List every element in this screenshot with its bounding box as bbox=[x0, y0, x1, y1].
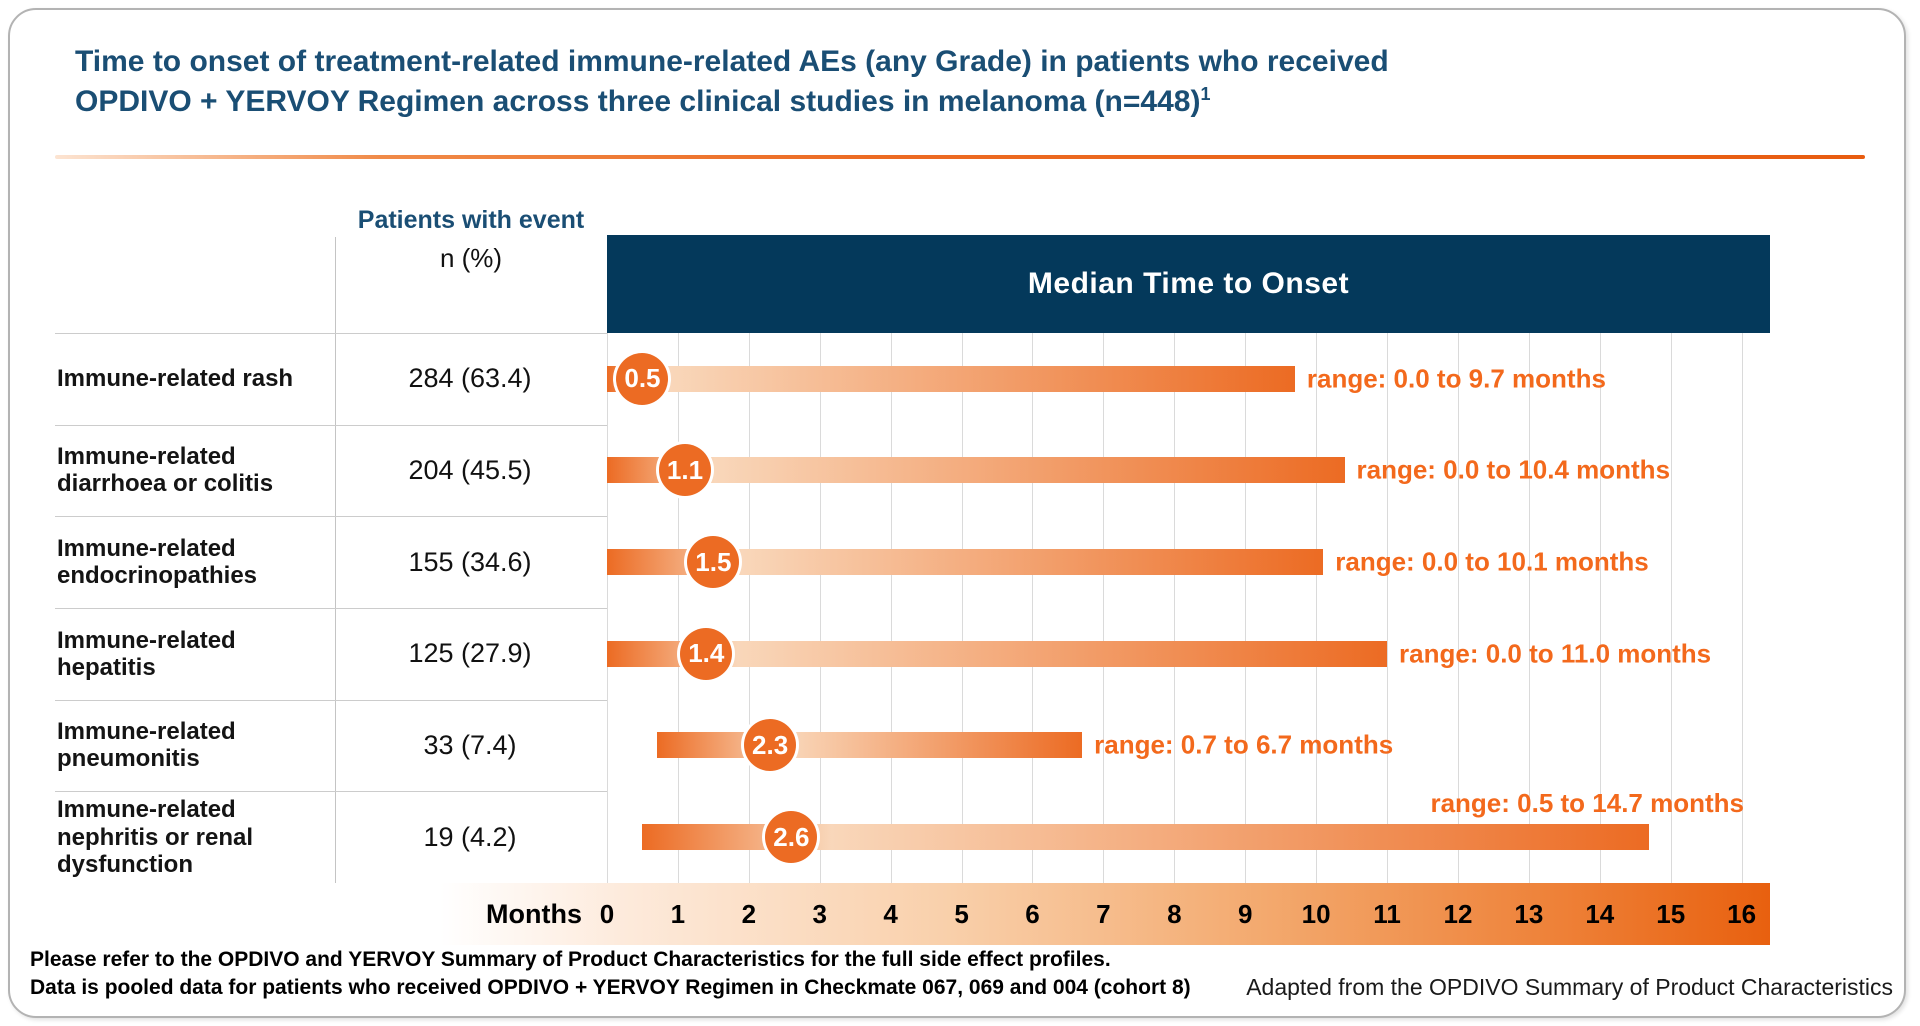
attribution-text: Adapted from the OPDIVO Summary of Produ… bbox=[1246, 974, 1893, 1000]
footnote-line1: Please refer to the OPDIVO and YERVOY Su… bbox=[30, 948, 1111, 971]
range-bar bbox=[656, 732, 1083, 759]
month-gridline bbox=[1316, 333, 1318, 883]
month-gridline bbox=[677, 333, 679, 883]
range-bar bbox=[607, 640, 1388, 667]
x-axis-tick-label: 5 bbox=[954, 899, 969, 929]
month-gridline bbox=[961, 333, 963, 883]
chart-plot-area: 0.5 range: 0.0 to 9.7 months 1.1 range: 0.0… bbox=[607, 333, 1770, 883]
row-divider bbox=[55, 333, 607, 334]
chart-row: 1.5 range: 0.0 to 10.1 months bbox=[607, 516, 1770, 608]
row-n-pct-value: 284 (63.4) bbox=[408, 363, 532, 394]
month-gridline bbox=[1103, 333, 1105, 883]
month-gridline bbox=[1599, 333, 1601, 883]
x-axis-title: Months bbox=[486, 899, 582, 929]
row-label: Immune-related nephritis or renal dysfun… bbox=[57, 796, 254, 878]
footnote-line2: Data is pooled data for patients who rec… bbox=[30, 976, 1191, 999]
median-marker: 0.5 bbox=[616, 352, 669, 405]
row-divider bbox=[55, 791, 607, 793]
row-n-pct-value: 204 (45.5) bbox=[408, 454, 532, 485]
page-title: Time to onset of treatment-related immun… bbox=[75, 42, 1595, 121]
x-axis-tick-label: 11 bbox=[1373, 899, 1401, 929]
month-gridline bbox=[1528, 333, 1530, 883]
month-gridline bbox=[1387, 333, 1389, 883]
x-axis-tick-label: 1 bbox=[670, 899, 686, 929]
patients-column-header: Patients with event n (%) bbox=[346, 206, 596, 274]
chart-row: 2.3 range: 0.7 to 6.7 months bbox=[607, 700, 1770, 792]
month-gridline bbox=[819, 333, 821, 883]
row-n-pct-value: 155 (34.6) bbox=[408, 546, 532, 577]
median-marker: 1.5 bbox=[687, 536, 740, 589]
median-time-header: Median Time to Onset bbox=[607, 235, 1770, 333]
range-label: range: 0.0 to 11.0 months bbox=[1399, 638, 1712, 669]
title-line2: OPDIVO + YERVOY Regimen across three cli… bbox=[75, 84, 1201, 118]
patients-with-event-label: Patients with event bbox=[357, 206, 585, 234]
range-label: range: 0.0 to 10.4 months bbox=[1356, 454, 1671, 485]
month-gridline bbox=[607, 333, 608, 883]
month-gridline bbox=[1670, 333, 1672, 883]
row-n-pct-value: 19 (4.2) bbox=[423, 821, 517, 852]
x-axis-strip: Months 0 1 2 3 4 5 6 7 8 9 10 11 12 13 14 15 16 bbox=[440, 883, 1770, 945]
month-gridline bbox=[748, 333, 750, 883]
row-divider bbox=[55, 424, 607, 426]
row-divider bbox=[55, 608, 607, 609]
x-axis-tick-label: 16 bbox=[1727, 899, 1757, 929]
x-axis-tick-label: 10 bbox=[1301, 899, 1331, 929]
month-gridline bbox=[1032, 333, 1034, 883]
range-label: range: 0.7 to 6.7 months bbox=[1094, 729, 1394, 760]
title-reference-superscript: 1 bbox=[1200, 83, 1211, 104]
row-label: Immune-related endocrinopathies bbox=[57, 535, 258, 590]
median-marker: 2.6 bbox=[765, 811, 818, 864]
row-label: Immune-related hepatitis bbox=[57, 626, 236, 681]
median-marker: 1.4 bbox=[680, 627, 733, 680]
month-gridline bbox=[1741, 333, 1743, 883]
x-axis-tick-label: 13 bbox=[1514, 899, 1544, 929]
orange-divider-rule bbox=[55, 155, 1865, 159]
range-label: range: 0.0 to 10.1 months bbox=[1335, 546, 1649, 577]
range-bar bbox=[607, 457, 1345, 484]
median-time-header-label: Median Time to Onset bbox=[1027, 267, 1350, 300]
x-axis-tick-label: 0 bbox=[599, 899, 615, 929]
row-n-pct-value: 125 (27.9) bbox=[408, 638, 532, 669]
n-percent-label: n (%) bbox=[439, 242, 503, 273]
x-axis-tick-label: 9 bbox=[1237, 899, 1253, 929]
x-axis-tick-label: 14 bbox=[1585, 899, 1615, 929]
month-gridline bbox=[1457, 333, 1459, 883]
x-axis-tick-label: 4 bbox=[883, 899, 898, 929]
range-label: range: 0.5 to 14.7 months bbox=[1430, 788, 1744, 819]
x-axis-tick-label: 2 bbox=[741, 899, 757, 929]
month-gridline bbox=[1174, 333, 1176, 883]
x-axis-tick-label: 6 bbox=[1025, 899, 1040, 929]
x-axis-tick-label: 8 bbox=[1167, 899, 1182, 929]
x-axis-tick-label: 3 bbox=[812, 899, 827, 929]
chart-row: 1.1 range: 0.0 to 10.4 months bbox=[607, 425, 1770, 517]
row-label: Immune-related rash bbox=[57, 365, 294, 393]
chart-row: 1.4 range: 0.0 to 11.0 months bbox=[607, 608, 1770, 700]
row-label: Immune-related diarrhoea or colitis bbox=[57, 443, 274, 498]
row-n-pct-value: 33 (7.4) bbox=[423, 729, 517, 760]
chart-row: 2.6 range: 0.5 to 14.7 months bbox=[607, 788, 1770, 883]
chart-row: 0.5 range: 0.0 to 9.7 months bbox=[607, 333, 1770, 425]
x-axis-tick-label: 7 bbox=[1096, 899, 1111, 929]
title-line1: Time to onset of treatment-related immun… bbox=[75, 45, 1389, 78]
row-divider bbox=[55, 516, 607, 518]
month-gridline bbox=[1245, 333, 1247, 883]
range-bar bbox=[607, 365, 1295, 392]
table-vertical-divider bbox=[335, 237, 336, 883]
row-divider bbox=[55, 699, 607, 701]
median-marker: 2.3 bbox=[744, 719, 797, 772]
x-axis-tick-label: 15 bbox=[1656, 899, 1686, 929]
row-label: Immune-related pneumonitis bbox=[57, 718, 236, 773]
x-axis-tick-label: 12 bbox=[1443, 899, 1473, 929]
median-marker: 1.1 bbox=[659, 444, 711, 497]
range-label: range: 0.0 to 9.7 months bbox=[1306, 363, 1606, 394]
month-gridline bbox=[890, 333, 892, 883]
